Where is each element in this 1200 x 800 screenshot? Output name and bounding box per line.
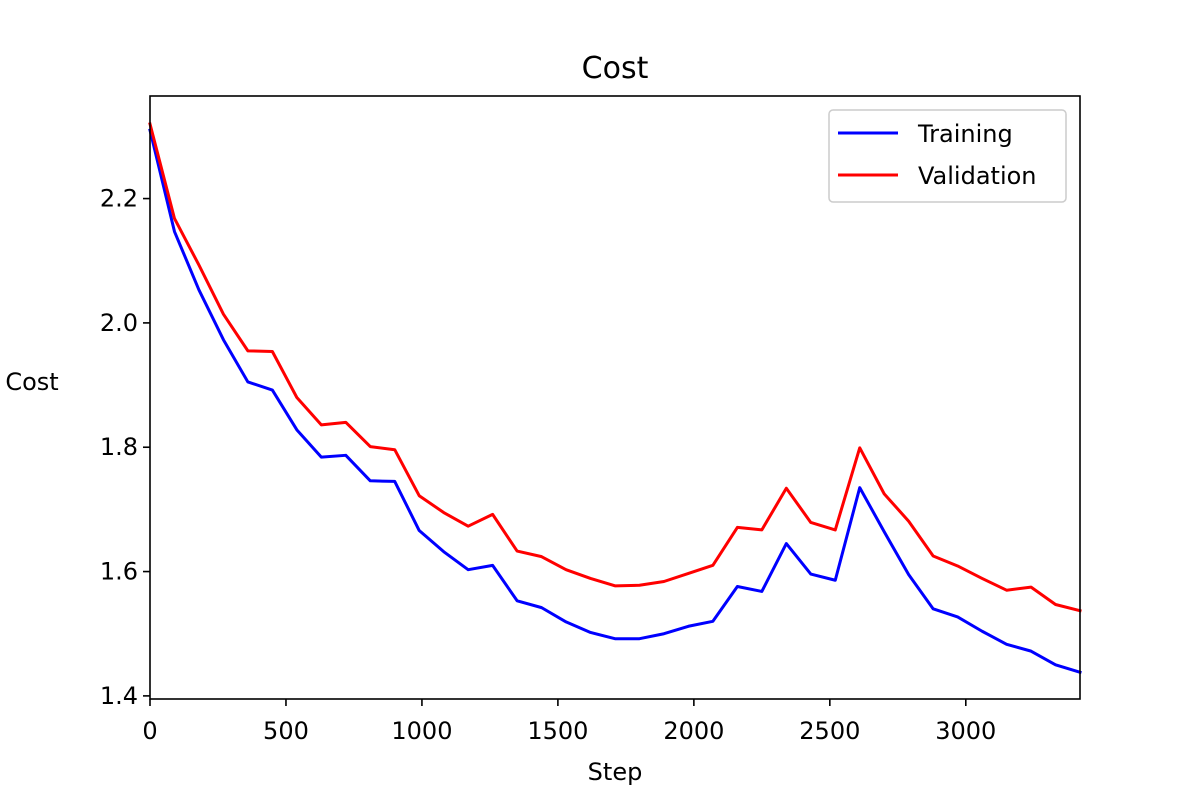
series-line-training xyxy=(148,128,1082,675)
y-tick-label: 2.2 xyxy=(100,185,138,213)
x-tick-label: 500 xyxy=(263,717,309,745)
x-tick-label: 2000 xyxy=(663,717,724,745)
y-axis: 1.4 1.6 1.8 2.0 2.2 xyxy=(100,185,150,710)
x-tick-label: 1500 xyxy=(527,717,588,745)
plot-frame xyxy=(149,95,1081,700)
x-tick-label: 1000 xyxy=(391,717,452,745)
y-tick-label: 1.6 xyxy=(100,558,138,586)
x-axis: 0 500 1000 1500 2000 2500 3000 xyxy=(142,699,996,745)
x-tick-label: 0 xyxy=(142,717,157,745)
legend: Training Validation xyxy=(828,109,1067,203)
x-axis-label: Step xyxy=(588,758,643,786)
plot-area xyxy=(148,95,1082,700)
series-line-validation xyxy=(148,122,1082,613)
y-axis-label: Cost xyxy=(5,368,58,396)
legend-label-validation: Validation xyxy=(918,162,1037,190)
x-tick-label: 2500 xyxy=(799,717,860,745)
y-tick-label: 1.8 xyxy=(100,433,138,461)
y-tick-label: 1.4 xyxy=(100,682,138,710)
series-layer xyxy=(148,122,1082,675)
y-tick-label: 2.0 xyxy=(100,309,138,337)
chart-title: Cost xyxy=(582,51,649,86)
legend-label-training: Training xyxy=(917,120,1013,148)
x-tick-label: 3000 xyxy=(935,717,996,745)
